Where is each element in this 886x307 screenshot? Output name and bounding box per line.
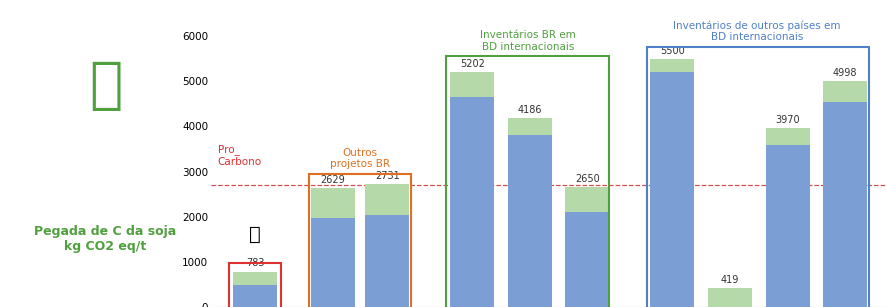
Bar [508, 118, 552, 135]
Bar [647, 47, 869, 307]
Text: Inventários de outros países em
BD internacionais: Inventários de outros países em BD inter… [673, 20, 841, 42]
Bar [309, 174, 411, 307]
Bar [233, 285, 277, 307]
Bar [708, 288, 752, 307]
Bar [650, 59, 695, 72]
Bar [233, 272, 277, 285]
Text: 🍒: 🍒 [249, 225, 260, 244]
Text: Pro_
Carbono: Pro_ Carbono [218, 145, 262, 167]
Text: 2650: 2650 [575, 174, 600, 184]
Text: 783: 783 [245, 258, 264, 269]
Bar [766, 128, 810, 146]
Text: 4998: 4998 [833, 68, 858, 78]
Bar [447, 56, 610, 307]
Text: Inventários BR em
BD internacionais: Inventários BR em BD internacionais [480, 30, 576, 52]
Bar [650, 72, 695, 307]
Bar [565, 187, 610, 212]
Bar [565, 212, 610, 307]
Bar [823, 81, 867, 102]
Bar [450, 97, 494, 307]
Text: 5202: 5202 [460, 59, 485, 69]
Bar [365, 184, 409, 215]
Bar [311, 188, 355, 218]
Bar [823, 102, 867, 307]
Text: 👣: 👣 [89, 59, 122, 113]
Bar [508, 135, 552, 307]
Bar [766, 146, 810, 307]
Text: 419: 419 [721, 275, 739, 285]
Text: Outros
projetos BR: Outros projetos BR [330, 148, 390, 169]
Text: 3970: 3970 [775, 115, 800, 125]
Bar [229, 263, 281, 307]
Bar [311, 218, 355, 307]
Text: 4186: 4186 [517, 105, 542, 115]
Text: 2629: 2629 [321, 175, 346, 185]
Text: 5500: 5500 [660, 45, 685, 56]
Text: 2731: 2731 [375, 171, 400, 181]
Text: Pegada de C da soja
kg CO2 eq/t: Pegada de C da soja kg CO2 eq/t [35, 225, 176, 254]
Bar [450, 72, 494, 97]
Bar [365, 215, 409, 307]
